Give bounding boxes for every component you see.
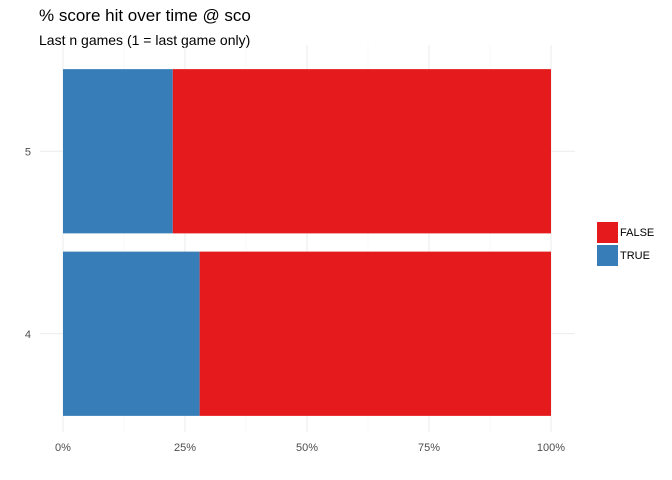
bar-false-5 [172, 69, 552, 234]
legend-swatch-false [597, 222, 618, 243]
legend-label-true: TRUE [620, 249, 650, 262]
x-tick-label: 75% [418, 442, 440, 454]
x-tick-label: 25% [174, 442, 196, 454]
legend-label-false: FALSE [620, 226, 655, 239]
y-tick-label-5: 5 [25, 146, 31, 158]
legend: FALSE TRUE [597, 221, 654, 267]
x-tick-label: 50% [296, 442, 318, 454]
bar-false-4 [199, 251, 551, 416]
legend-item-false: FALSE [597, 221, 654, 244]
x-tick-label: 0% [55, 442, 71, 454]
chart-title: % score hit over time @ sco [39, 6, 251, 25]
bar-true-4 [63, 251, 200, 416]
x-tick-label: 100% [537, 442, 565, 454]
y-tick-label-4: 4 [25, 329, 31, 341]
chart-subtitle: Last n games (1 = last game only) [39, 32, 251, 48]
legend-item-true: TRUE [597, 244, 654, 267]
bar-true-5 [63, 69, 173, 234]
legend-swatch-true [597, 245, 618, 266]
